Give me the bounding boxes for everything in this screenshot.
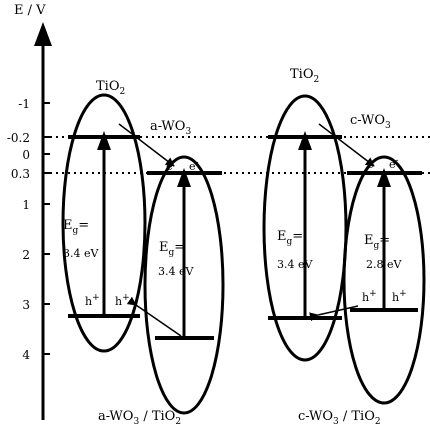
right-electron-transfer-arrow	[318, 123, 375, 167]
right-wo3-excitation-arrowhead	[377, 168, 391, 187]
right-hole-transfer-arrow	[309, 305, 359, 322]
right-wo3-eg-value: 2.8 eV	[366, 258, 403, 271]
left-tio2-excitation-arrowhead	[97, 131, 111, 150]
left-tio2-eg-value: 3.4 eV	[63, 247, 100, 260]
right-caption: c-WO3 / TiO2	[298, 409, 381, 427]
right-hole-2: h+	[392, 289, 407, 304]
left-electron-2: e-	[189, 158, 199, 173]
left-hole-transfer-arrow	[126, 296, 182, 337]
tick-label-3: 3	[22, 298, 30, 312]
tick-label-2: 2	[22, 248, 30, 262]
right-tio2-label: TiO2	[290, 67, 319, 85]
right-electron-1: e-	[367, 156, 377, 171]
left-hole-1: h+	[85, 293, 100, 308]
left-tio2-eg-label: Eg=	[63, 218, 89, 236]
left-electron-transfer-arrow	[118, 123, 175, 167]
tick-label-4: 4	[22, 348, 30, 362]
right-tio2-excitation-arrowhead	[298, 131, 312, 150]
left-wo3-ellipse	[143, 155, 225, 415]
right-wo3-eg-label: Eg=	[364, 233, 390, 251]
left-tio2-label: TiO2	[96, 79, 125, 97]
tick-label-0: 0	[22, 148, 30, 162]
tick-label-0-3: 0.3	[11, 167, 30, 181]
left-panel: TiO2 a-WO3 e- e- Eg= 3.4 eV Eg= 3.4 eV h…	[61, 79, 225, 427]
left-caption: a-WO3 / TiO2	[98, 409, 181, 427]
right-panel: TiO2 c-WO3 e- e- Eg= 3.4 eV Eg= 2.8 eV h…	[262, 67, 426, 427]
axis-title: E / V	[14, 3, 46, 18]
right-hole-1: h+	[362, 289, 377, 304]
right-electron-2: e-	[389, 156, 399, 171]
left-tio2-ellipse	[61, 93, 147, 353]
right-tio2-eg-label: Eg=	[277, 229, 303, 247]
tick-label-neg0-2: -0.2	[7, 131, 30, 145]
energy-axis: E / V -1 -0.2 0 0.3 1 2 3 4	[7, 3, 52, 420]
right-tio2-ellipse	[262, 94, 348, 362]
axis-arrowhead	[34, 22, 52, 46]
left-electron-1: e-	[166, 158, 176, 173]
left-wo3-excitation-arrowhead	[177, 168, 191, 187]
left-wo3-eg-value: 3.4 eV	[158, 265, 195, 278]
tick-label-1: 1	[22, 198, 30, 212]
right-wo3-ellipse	[342, 155, 426, 405]
left-wo3-eg-label: Eg=	[159, 240, 185, 258]
right-wo3-label: c-WO3	[350, 113, 391, 131]
left-hole-2: h+	[115, 293, 130, 308]
tick-label-neg1: -1	[18, 97, 30, 111]
right-tio2-eg-value: 3.4 eV	[277, 258, 314, 271]
left-wo3-label: a-WO3	[150, 119, 191, 137]
